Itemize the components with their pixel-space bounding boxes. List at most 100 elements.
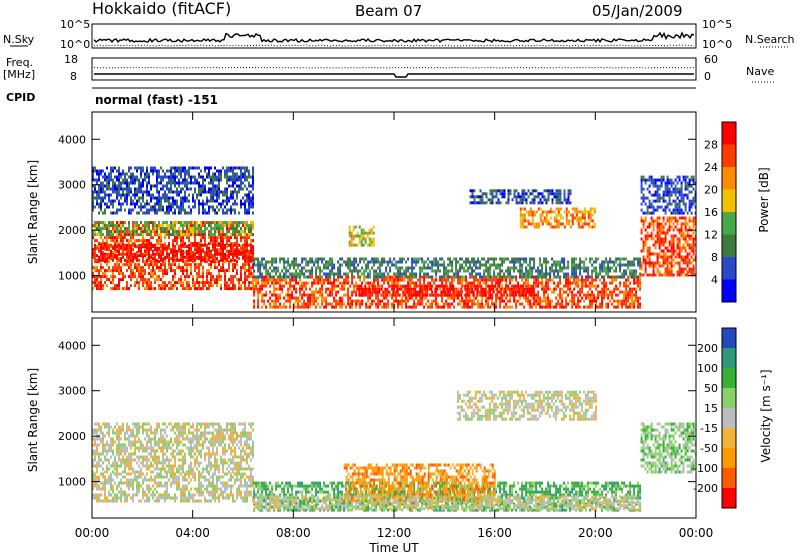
data-cell (146, 284, 148, 288)
data-cell (465, 305, 468, 309)
data-cell (362, 293, 365, 297)
data-cell (445, 272, 448, 276)
data-cell (358, 287, 361, 291)
data-cell (449, 257, 452, 261)
data-cell (591, 272, 594, 276)
data-cell (248, 184, 250, 188)
data-cell (240, 175, 242, 179)
data-cell (136, 254, 138, 258)
data-cell (271, 293, 274, 297)
data-cell (94, 196, 96, 200)
data-cell (275, 293, 278, 297)
data-cell (126, 172, 128, 176)
data-cell (445, 269, 448, 273)
data-cell (607, 302, 610, 306)
data-cell (116, 263, 118, 267)
data-cell (530, 290, 533, 294)
data-cell (593, 284, 596, 288)
data-cell (259, 287, 262, 291)
data-cell (488, 284, 491, 288)
data-cell (214, 211, 216, 215)
data-cell (323, 299, 326, 303)
data-cell (379, 275, 382, 279)
data-cell (501, 296, 504, 300)
data-cell (218, 251, 220, 255)
data-cell (180, 187, 182, 191)
data-cell (122, 242, 124, 246)
data-cell (505, 275, 508, 279)
data-cell (524, 287, 527, 291)
data-cell (144, 224, 146, 228)
data-cell (102, 239, 104, 243)
data-cell (553, 269, 556, 273)
data-cell (152, 196, 154, 200)
data-cell (230, 193, 232, 197)
data-cell (118, 224, 120, 228)
data-cell (619, 281, 622, 285)
data-cell (154, 258, 156, 262)
data-cell (126, 243, 128, 247)
data-cell (146, 199, 148, 203)
data-cell (220, 227, 222, 231)
data-cell (136, 202, 138, 206)
data-cell (148, 224, 150, 228)
data-cell (377, 299, 380, 303)
data-cell (261, 272, 264, 276)
data-cell (248, 263, 250, 267)
data-cell (257, 257, 260, 261)
data-cell (150, 287, 152, 291)
data-cell (208, 249, 210, 253)
data-cell (547, 296, 550, 300)
data-cell (110, 233, 112, 237)
data-cell (192, 166, 194, 170)
data-cell (601, 305, 604, 309)
data-cell (94, 184, 96, 188)
data-cell (204, 233, 206, 237)
data-cell (373, 299, 376, 303)
data-cell (96, 284, 98, 288)
data-cell (389, 269, 392, 273)
data-cell (353, 257, 356, 261)
data-cell (120, 187, 122, 191)
data-cell (236, 236, 238, 240)
data-cell (447, 305, 450, 309)
data-cell (222, 242, 224, 246)
data-cell (228, 178, 230, 182)
data-cell (216, 193, 218, 197)
data-cell (252, 252, 254, 256)
data-cell (575, 302, 578, 306)
data-cell (471, 257, 474, 261)
data-cell (202, 184, 204, 188)
data-cell (106, 202, 108, 206)
data-cell (100, 269, 102, 273)
data-cell (236, 263, 238, 267)
data-cell (471, 272, 474, 276)
data-cell (579, 260, 582, 264)
data-cell (517, 299, 520, 303)
data-cell (545, 266, 548, 270)
data-cell (385, 269, 388, 273)
data-cell (375, 275, 378, 279)
data-cell (465, 257, 468, 261)
data-cell (494, 284, 497, 288)
data-cell (615, 269, 618, 273)
data-cell (287, 269, 290, 273)
data-cell (561, 257, 564, 261)
data-cell (519, 260, 522, 264)
data-cell (168, 243, 170, 247)
data-cell (164, 172, 166, 176)
data-cell (204, 224, 206, 228)
data-cell (164, 246, 166, 250)
data-cell (212, 242, 214, 246)
data-cell (367, 260, 370, 264)
data-cell (381, 284, 384, 288)
data-cell (114, 190, 116, 194)
data-cell (533, 275, 536, 279)
data-cell (126, 193, 128, 197)
data-cell (345, 293, 348, 297)
data-cell (164, 193, 166, 197)
data-cell (400, 284, 403, 288)
data-cell (337, 290, 340, 294)
data-cell (465, 302, 468, 306)
data-cell (489, 192, 492, 196)
